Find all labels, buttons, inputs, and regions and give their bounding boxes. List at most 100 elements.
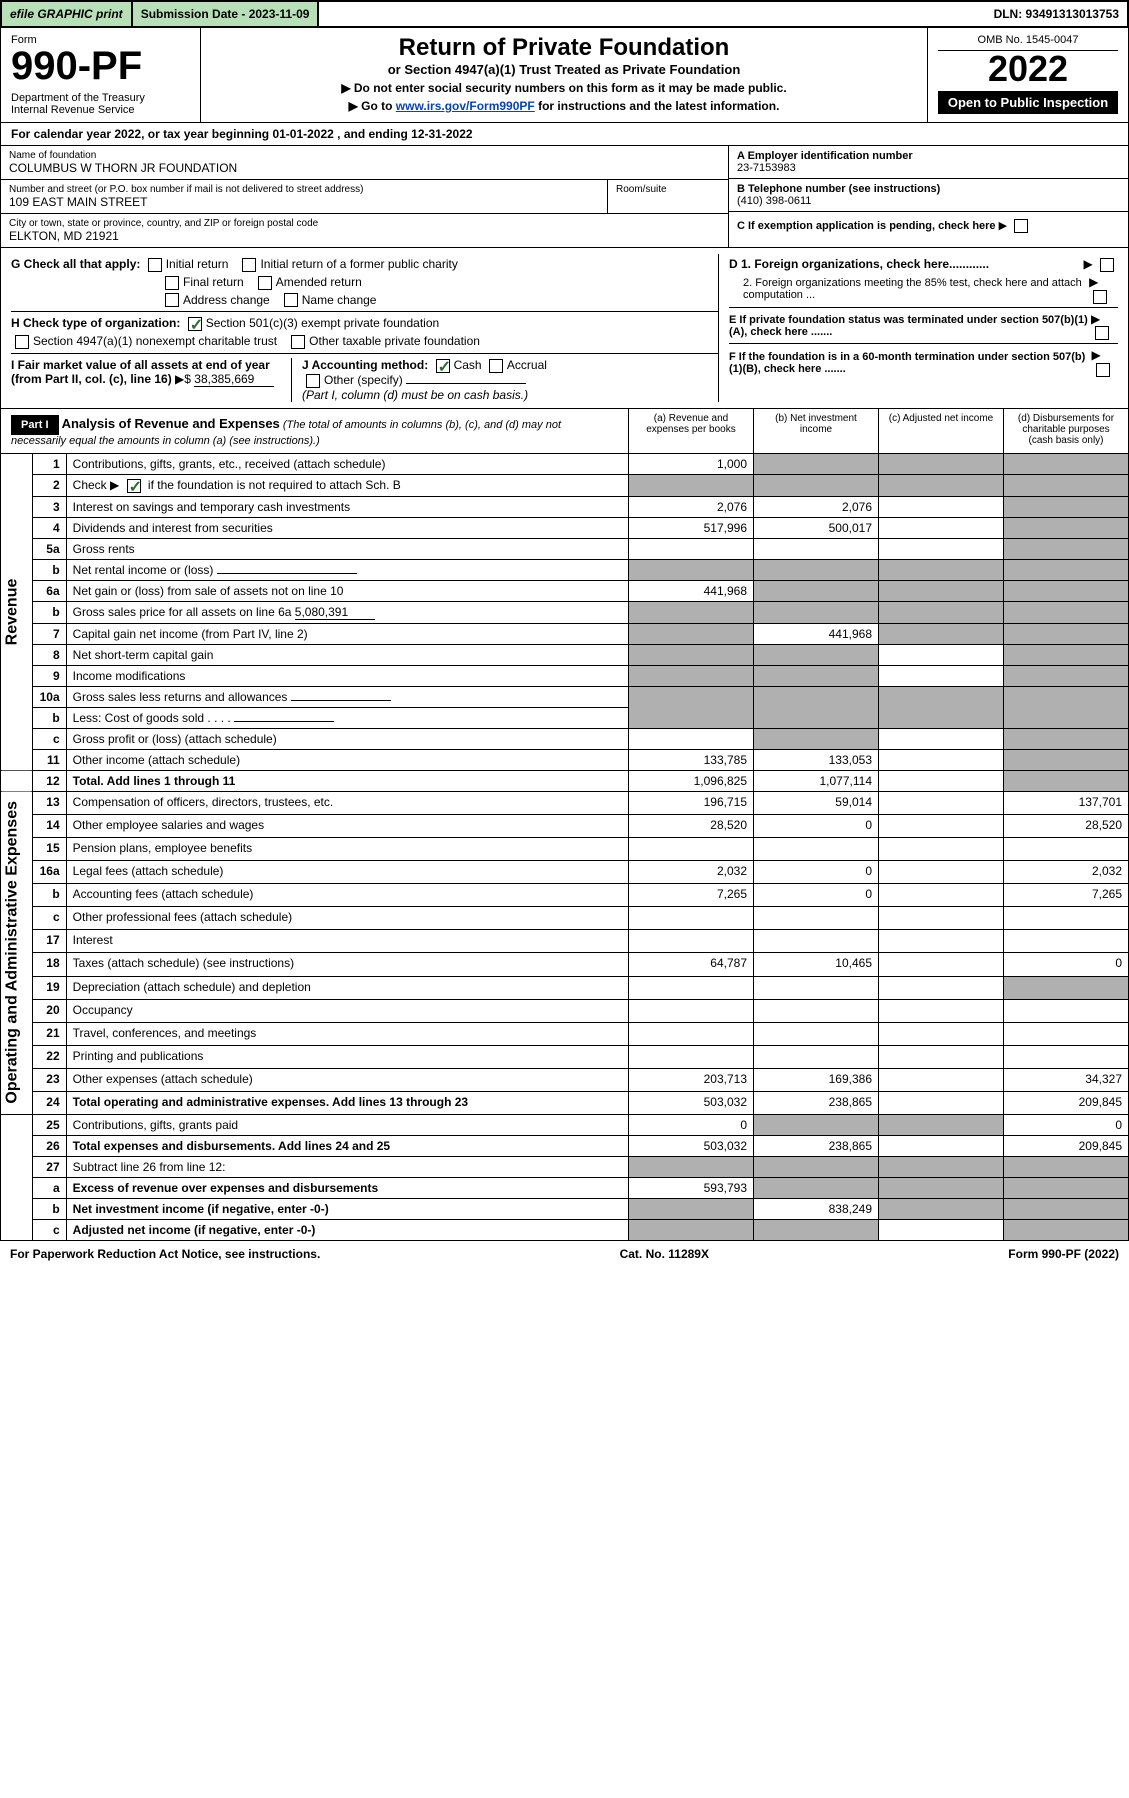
- h-4947-checkbox[interactable]: [15, 335, 29, 349]
- cell-b: 238,865: [754, 1092, 879, 1115]
- telephone: (410) 398-0611: [737, 195, 1120, 207]
- j-other-checkbox[interactable]: [306, 374, 320, 388]
- g-opt-0: Initial return: [166, 257, 229, 271]
- row-num: c: [32, 1220, 66, 1241]
- row-desc: Contributions, gifts, grants, etc., rece…: [66, 454, 628, 475]
- row-desc: Dividends and interest from securities: [66, 517, 628, 538]
- row-desc: Income modifications: [66, 665, 628, 686]
- efile-button[interactable]: efile GRAPHIC print: [2, 2, 133, 26]
- row-desc: Gross sales price for all assets on line…: [66, 601, 628, 623]
- g-final-checkbox[interactable]: [165, 276, 179, 290]
- row-desc: Other income (attach schedule): [66, 749, 628, 770]
- row-desc: Printing and publications: [66, 1045, 628, 1068]
- j-label: J Accounting method:: [302, 358, 428, 372]
- address: 109 EAST MAIN STREET: [9, 195, 599, 209]
- row-num: a: [32, 1178, 66, 1199]
- schb-checkbox[interactable]: [127, 479, 141, 493]
- cell-a: 441,968: [629, 580, 754, 601]
- table-row: 9Income modifications: [1, 665, 1129, 686]
- row-num: b: [32, 884, 66, 907]
- cell-a: 593,793: [629, 1178, 754, 1199]
- g-label: G Check all that apply:: [11, 257, 140, 271]
- city: ELKTON, MD 21921: [9, 229, 720, 243]
- row-num: 18: [32, 953, 66, 976]
- calendar-year-line: For calendar year 2022, or tax year begi…: [0, 123, 1129, 146]
- row-desc: Interest: [66, 930, 628, 953]
- row-num: 5a: [32, 538, 66, 559]
- table-row: 19Depreciation (attach schedule) and dep…: [1, 976, 1129, 999]
- dln: DLN: 93491313013753: [986, 2, 1127, 26]
- row-num: 4: [32, 517, 66, 538]
- row-desc: Depreciation (attach schedule) and deple…: [66, 976, 628, 999]
- g-initial-checkbox[interactable]: [148, 258, 162, 272]
- row-desc: Net gain or (loss) from sale of assets n…: [66, 580, 628, 601]
- row-num: 10a: [32, 686, 66, 707]
- table-row: bGross sales price for all assets on lin…: [1, 601, 1129, 623]
- part1-header: Part I Analysis of Revenue and Expenses …: [0, 409, 1129, 454]
- row-num: 22: [32, 1045, 66, 1068]
- row-num: 12: [32, 770, 66, 791]
- city-label: City or town, state or province, country…: [9, 218, 720, 229]
- table-row: 27Subtract line 26 from line 12:: [1, 1157, 1129, 1178]
- h-501c3-checkbox[interactable]: [188, 317, 202, 331]
- d1-checkbox[interactable]: [1100, 258, 1114, 272]
- d2-checkbox[interactable]: [1093, 290, 1107, 304]
- col-c-head: (c) Adjusted net income: [878, 409, 1003, 453]
- j-accrual-checkbox[interactable]: [489, 359, 503, 373]
- row-num: b: [32, 601, 66, 623]
- form-title: Return of Private Foundation: [211, 34, 917, 62]
- i-value: 38,385,669: [194, 372, 274, 387]
- row-num: 3: [32, 496, 66, 517]
- cell-a: 2,076: [629, 496, 754, 517]
- f-checkbox[interactable]: [1096, 363, 1110, 377]
- col-d-head: (d) Disbursements for charitable purpose…: [1003, 409, 1128, 453]
- g-name-checkbox[interactable]: [284, 293, 298, 307]
- table-row: 22Printing and publications: [1, 1045, 1129, 1068]
- row-desc: Travel, conferences, and meetings: [66, 1022, 628, 1045]
- table-row: 14Other employee salaries and wages28,52…: [1, 814, 1129, 837]
- row-num: 6a: [32, 580, 66, 601]
- h-label: H Check type of organization:: [11, 316, 180, 330]
- form-header: Form 990-PF Department of the Treasury I…: [0, 28, 1129, 123]
- top-bar: efile GRAPHIC print Submission Date - 20…: [0, 0, 1129, 28]
- g-address-checkbox[interactable]: [165, 293, 179, 307]
- expenses-side-label: Operating and Administrative Expenses: [1, 791, 33, 1115]
- table-row: 3Interest on savings and temporary cash …: [1, 496, 1129, 517]
- table-row: cAdjusted net income (if negative, enter…: [1, 1220, 1129, 1241]
- row-desc: Total. Add lines 1 through 11: [66, 770, 628, 791]
- cell-a: 0: [629, 1115, 754, 1136]
- c-checkbox[interactable]: [1014, 219, 1028, 233]
- cell-d: 209,845: [1004, 1136, 1129, 1157]
- e-checkbox[interactable]: [1095, 326, 1109, 340]
- row-desc: Less: Cost of goods sold . . . .: [66, 707, 628, 728]
- table-row: aExcess of revenue over expenses and dis…: [1, 1178, 1129, 1199]
- cell-d: 7,265: [1004, 884, 1129, 907]
- row-num: b: [32, 559, 66, 580]
- form-link[interactable]: www.irs.gov/Form990PF: [396, 99, 535, 113]
- table-row: 10aGross sales less returns and allowanc…: [1, 686, 1129, 707]
- table-row: cGross profit or (loss) (attach schedule…: [1, 728, 1129, 749]
- g-opt-3: Amended return: [276, 275, 362, 289]
- h-other-checkbox[interactable]: [291, 335, 305, 349]
- g-opt-5: Name change: [302, 293, 377, 307]
- cell-a: 503,032: [629, 1136, 754, 1157]
- table-row: 21Travel, conferences, and meetings: [1, 1022, 1129, 1045]
- cell-a: 7,265: [629, 884, 754, 907]
- row-num: b: [32, 1199, 66, 1220]
- d1-label: D 1. Foreign organizations, check here..…: [729, 257, 989, 271]
- g-initial-former-checkbox[interactable]: [242, 258, 256, 272]
- cell-b: 2,076: [754, 496, 879, 517]
- ein: 23-7153983: [737, 162, 1120, 174]
- j-cash-checkbox[interactable]: [436, 359, 450, 373]
- row-desc: Legal fees (attach schedule): [66, 860, 628, 883]
- cell-b: 1,077,114: [754, 770, 879, 791]
- j-accrual: Accrual: [507, 358, 547, 372]
- cell-a: 203,713: [629, 1068, 754, 1091]
- g-amended-checkbox[interactable]: [258, 276, 272, 290]
- row-num: 16a: [32, 860, 66, 883]
- address-label: Number and street (or P.O. box number if…: [9, 184, 599, 195]
- table-row: 2Check ▶ if the foundation is not requir…: [1, 474, 1129, 496]
- g-opt-1: Initial return of a former public charit…: [260, 257, 457, 271]
- row-num: 24: [32, 1092, 66, 1115]
- cell-b: 238,865: [754, 1136, 879, 1157]
